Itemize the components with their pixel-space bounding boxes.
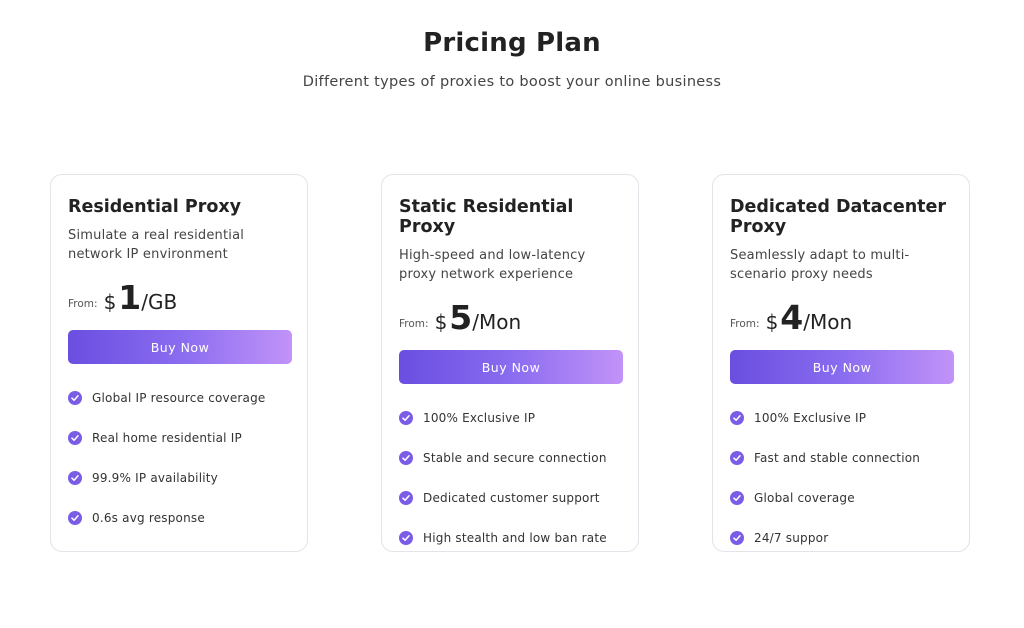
check-circle-icon: [730, 411, 744, 425]
check-circle-icon: [68, 391, 82, 405]
feature-item: Global IP resource coverage: [68, 382, 295, 422]
check-circle-icon: [399, 531, 413, 545]
feature-item: 0.6s avg response: [68, 502, 295, 542]
plan-description: Seamlessly adapt to multi-scenario proxy…: [730, 248, 910, 282]
check-circle-icon: [399, 451, 413, 465]
feature-label: High stealth and low ban rate: [423, 531, 607, 545]
feature-item: Dedicated customer support: [399, 482, 626, 522]
price-currency: $: [434, 310, 448, 334]
feature-list: 100% Exclusive IP Fast and stable connec…: [730, 402, 957, 551]
price-currency: $: [103, 290, 117, 314]
feature-label: 0.6s avg response: [92, 511, 205, 525]
price-unit: /Mon: [472, 310, 522, 334]
plan-description: High-speed and low-latency proxy network…: [399, 248, 586, 282]
page-title: Pricing Plan: [423, 28, 601, 58]
feature-label: Dedicated customer support: [423, 491, 600, 505]
feature-list: Global IP resource coverage Real home re…: [68, 382, 295, 542]
plan-description: Simulate a real residential network IP e…: [68, 228, 245, 262]
feature-list: 100% Exclusive IP Stable and secure conn…: [399, 402, 626, 551]
plan-price: From: $ 5 /Mon: [399, 296, 626, 336]
feature-item: 100% Exclusive IP: [730, 402, 957, 442]
feature-label: Global IP resource coverage: [92, 391, 266, 405]
feature-item: 99.9% IP availability: [68, 462, 295, 502]
plan-card-residential: Residential Proxy Simulate a real reside…: [50, 174, 308, 552]
plan-title: Dedicated Datacenter Proxy: [730, 197, 947, 237]
feature-item: Fast and stable connection: [730, 442, 957, 482]
check-circle-icon: [68, 471, 82, 485]
price-prefix: From:: [730, 318, 760, 330]
check-circle-icon: [730, 531, 744, 545]
check-circle-icon: [730, 451, 744, 465]
feature-label: 24/7 suppor: [754, 531, 829, 545]
price-prefix: From:: [68, 298, 98, 310]
check-circle-icon: [68, 431, 82, 445]
buy-now-button[interactable]: Buy Now: [68, 330, 292, 364]
plan-title: Residential Proxy: [68, 197, 242, 217]
plan-card-dedicated-datacenter: Dedicated Datacenter Proxy Seamlessly ad…: [712, 174, 970, 552]
buy-now-button[interactable]: Buy Now: [730, 350, 954, 384]
price-currency: $: [765, 310, 779, 334]
feature-item: Real home residential IP: [68, 422, 295, 462]
buy-now-button[interactable]: Buy Now: [399, 350, 623, 384]
feature-item: Global coverage: [730, 482, 957, 522]
feature-label: Real home residential IP: [92, 431, 242, 445]
plan-card-static-residential: Static Residential Proxy High-speed and …: [381, 174, 639, 552]
feature-item: Stable and secure connection: [399, 442, 626, 482]
price-prefix: From:: [399, 318, 429, 330]
price-unit: /Mon: [803, 310, 853, 334]
feature-label: Stable and secure connection: [423, 451, 607, 465]
check-circle-icon: [399, 411, 413, 425]
plan-title: Static Residential Proxy: [399, 197, 574, 237]
feature-label: Fast and stable connection: [754, 451, 921, 465]
plan-price: From: $ 1 /GB: [68, 276, 295, 316]
page-subtitle: Different types of proxies to boost your…: [302, 74, 722, 90]
feature-label: 100% Exclusive IP: [754, 411, 867, 425]
price-amount: 1: [118, 278, 142, 317]
plan-price: From: $ 4 /Mon: [730, 296, 957, 336]
feature-label: 99.9% IP availability: [92, 471, 218, 485]
feature-label: Global coverage: [754, 491, 855, 505]
check-circle-icon: [68, 511, 82, 525]
price-amount: 5: [449, 298, 473, 337]
price-unit: /GB: [141, 290, 178, 314]
feature-item: High stealth and low ban rate: [399, 522, 626, 551]
check-circle-icon: [399, 491, 413, 505]
feature-item: 24/7 suppor: [730, 522, 957, 551]
price-amount: 4: [780, 298, 804, 337]
check-circle-icon: [730, 491, 744, 505]
feature-label: 100% Exclusive IP: [423, 411, 536, 425]
feature-item: 100% Exclusive IP: [399, 402, 626, 442]
